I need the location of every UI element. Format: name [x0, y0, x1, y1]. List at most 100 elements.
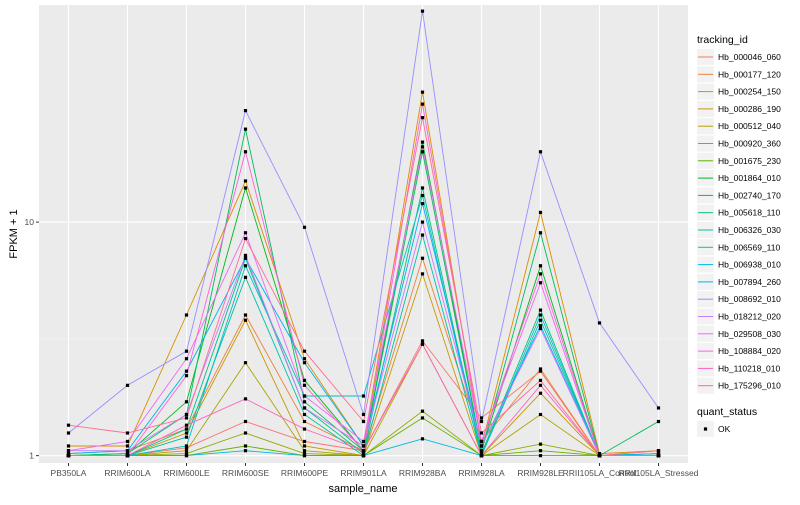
- data-point-Hb_000920_360: [420, 409, 425, 413]
- data-point-Hb_029508_030: [66, 449, 71, 453]
- legend-label: Hb_029508_030: [718, 329, 781, 339]
- x-tick-label: RRIM928LA: [458, 468, 505, 478]
- data-point-Hb_018212_020: [302, 406, 307, 410]
- data-point-Hb_006326_030: [243, 275, 248, 279]
- data-point-Hb_000286_190: [538, 391, 543, 395]
- data-point-Hb_008692_010: [597, 321, 602, 325]
- data-point-Hb_000512_040: [184, 449, 189, 453]
- x-tick-label: RRIM928BA: [399, 468, 447, 478]
- data-point-Hb_006938_010: [302, 454, 307, 458]
- data-point-Hb_029508_030: [361, 439, 366, 444]
- x-axis: PB350LA RRIM600LA RRIM600LE RRIM600SE RRIM60…: [51, 463, 699, 478]
- data-point-Hb_110218_010: [420, 342, 425, 346]
- data-point-Hb_006938_010: [184, 454, 189, 458]
- data-point-Hb_175296_010: [361, 419, 366, 424]
- data-point-Hb_001864_010: [243, 186, 248, 190]
- data-point-Hb_007894_260: [184, 369, 189, 373]
- data-point-Hb_006326_030: [538, 318, 543, 322]
- x-axis-title: sample_name: [328, 483, 397, 495]
- data-point-Hb_008692_010: [302, 225, 307, 229]
- legend-label: Hb_005618_110: [718, 208, 781, 218]
- data-point-Hb_000920_360: [538, 442, 543, 446]
- data-point-Hb_005618_110: [184, 427, 189, 431]
- legend-label: Hb_000046_060: [718, 52, 781, 62]
- x-tick-label: RRII105LA_Control: [563, 468, 637, 478]
- data-point-Hb_018212_020: [420, 220, 425, 224]
- data-point-Hb_000254_150: [184, 313, 189, 317]
- x-tick-label: RRII105LA_Stressed: [619, 468, 699, 478]
- y-axis-title: FPKM + 1: [8, 209, 20, 258]
- data-point-Hb_110218_010: [479, 454, 484, 458]
- data-point-Hb_008692_010: [184, 349, 189, 353]
- data-point-Hb_110218_010: [184, 423, 189, 427]
- shape-legend-label: OK: [718, 424, 731, 434]
- data-point-Hb_001675_230: [420, 416, 425, 420]
- data-point-Hb_175296_010: [243, 236, 248, 241]
- data-point-Hb_000512_040: [538, 412, 543, 417]
- data-point-Hb_006938_010: [243, 449, 248, 453]
- legend: tracking_id Hb_000046_060Hb_000177_120Hb…: [697, 34, 781, 437]
- legend-label: Hb_108884_020: [718, 346, 781, 356]
- legend-label: Hb_018212_020: [718, 312, 781, 322]
- data-point-Hb_008692_010: [420, 9, 425, 13]
- data-point-Hb_002740_170: [656, 419, 661, 424]
- legend-label: Hb_001675_230: [718, 156, 781, 166]
- data-point-Hb_000254_150: [125, 444, 130, 448]
- data-point-Hb_002740_170: [479, 449, 484, 453]
- data-point-Hb_000254_150: [420, 90, 425, 94]
- data-point-Hb_007894_260: [420, 201, 425, 206]
- data-point-Hb_018212_020: [361, 444, 366, 448]
- data-point-Hb_175296_010: [125, 431, 130, 435]
- colour-legend-items: Hb_000046_060 Hb_000177_120 Hb_000254_150 H…: [697, 49, 781, 394]
- data-point-Hb_029508_030: [243, 231, 248, 235]
- data-point-Hb_018212_020: [243, 253, 248, 257]
- data-point-Hb_005618_110: [538, 308, 543, 312]
- data-point-Hb_175296_010: [656, 449, 661, 453]
- data-point-Hb_000920_360: [243, 431, 248, 435]
- legend-label: Hb_006938_010: [718, 260, 781, 270]
- data-point-Hb_000254_150: [538, 210, 543, 215]
- data-point-Hb_000286_190: [302, 444, 307, 448]
- legend-label: Hb_000254_150: [718, 87, 781, 97]
- data-point-Hb_110218_010: [125, 454, 130, 458]
- legend-label: Hb_002740_170: [718, 190, 781, 200]
- data-point-Hb_029508_030: [184, 357, 189, 361]
- data-point-Hb_029508_030: [538, 281, 543, 285]
- data-point-Hb_001864_010: [538, 264, 543, 268]
- data-point-Hb_007894_260: [66, 452, 71, 456]
- legend-label: Hb_175296_010: [718, 381, 781, 391]
- data-point-Hb_007894_260: [243, 256, 248, 260]
- data-point-Hb_007894_260: [656, 452, 661, 456]
- legend-label: Hb_007894_260: [718, 277, 781, 287]
- y-tick-label: 10: [25, 217, 35, 227]
- data-point-Hb_000254_150: [243, 179, 248, 183]
- data-point-Hb_110218_010: [243, 397, 248, 401]
- x-tick-label: RRIM600SE: [222, 468, 270, 478]
- data-point-Hb_000286_190: [184, 431, 189, 435]
- data-point-Hb_175296_010: [479, 431, 484, 435]
- data-point-Hb_108884_020: [420, 102, 425, 106]
- data-point-Hb_008692_010: [125, 383, 130, 387]
- data-point-Hb_000920_360: [184, 452, 189, 456]
- data-point-Hb_006569_110: [361, 394, 366, 398]
- data-point-Hb_000920_360: [302, 452, 307, 456]
- data-point-Hb_006938_010: [361, 454, 366, 458]
- data-point-Hb_018212_020: [184, 412, 189, 417]
- data-point-Hb_000254_150: [302, 357, 307, 361]
- data-point-Hb_018212_020: [125, 449, 130, 453]
- data-point-Hb_108884_020: [538, 272, 543, 276]
- x-tick-label: RRIM928LE: [517, 468, 564, 478]
- data-point-Hb_175296_010: [302, 349, 307, 353]
- data-point-Hb_005618_110: [361, 452, 366, 456]
- data-point-Hb_008692_010: [656, 406, 661, 410]
- y-tick-label: 1: [29, 451, 34, 461]
- x-tick-label: RRIM600LE: [163, 468, 210, 478]
- data-point-Hb_001675_230: [243, 444, 248, 448]
- data-point-Hb_175296_010: [184, 416, 189, 420]
- data-point-Hb_000046_060: [184, 446, 189, 450]
- legend-label: Hb_006569_110: [718, 242, 781, 252]
- series-points: [66, 9, 661, 458]
- data-point-Hb_000254_150: [597, 452, 602, 456]
- colour-legend-title: tracking_id: [697, 34, 748, 46]
- x-tick-label: RRIM901LA: [340, 468, 387, 478]
